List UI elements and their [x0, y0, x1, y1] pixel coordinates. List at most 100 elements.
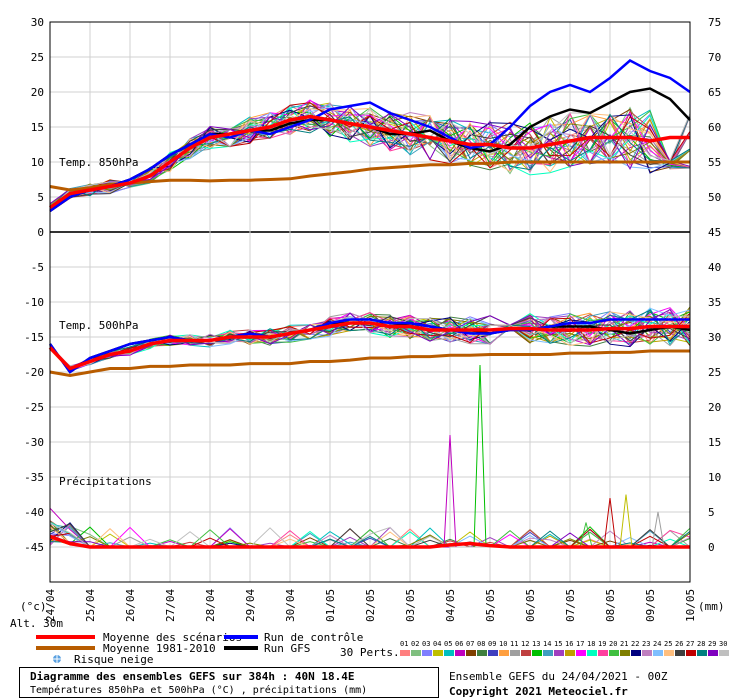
pert-swatch — [455, 650, 465, 656]
date-tick-label: 24/04 — [44, 589, 57, 622]
legend-snow: Risque neige — [74, 653, 153, 666]
pert-number: 28 — [697, 640, 705, 648]
pert-swatch — [587, 650, 597, 656]
left-tick-label: -20 — [24, 366, 44, 379]
precip-spike — [603, 497, 617, 548]
pert-number: 03 — [422, 640, 430, 648]
precip-spike — [619, 494, 633, 548]
date-tick-label: 09/05 — [644, 589, 657, 622]
pert-number: 02 — [411, 640, 419, 648]
mean-line-850 — [48, 114, 690, 209]
pert-swatch — [719, 650, 729, 656]
date-tick-label: 05/05 — [484, 589, 497, 622]
pert-number: 19 — [598, 640, 606, 648]
legend-gfs: Run GFS — [264, 642, 310, 655]
mean-line-500 — [48, 321, 690, 371]
pert-swatch — [433, 650, 443, 656]
legend-climo: Moyenne 1981-2010 — [103, 642, 216, 655]
pert-number: 12 — [521, 640, 529, 648]
pert-legend: 01 02 03 04 05 06 07 08 09 10 11 12 13 14 15 16 17 18 19 20… — [400, 640, 729, 656]
precip-spike — [473, 364, 487, 548]
date-tick-label: 25/04 — [84, 589, 97, 622]
plot-frame — [49, 21, 691, 583]
pert-swatch — [565, 650, 575, 656]
right-tick-label: 75 — [708, 16, 721, 29]
left-tick-label: -15 — [24, 331, 44, 344]
control-line-500 — [48, 318, 690, 374]
left-tick-label: 20 — [31, 86, 44, 99]
pert-swatch — [554, 650, 564, 656]
left-tick-label: -10 — [24, 296, 44, 309]
pert-number: 13 — [532, 640, 540, 648]
right-unit: (mm) — [698, 600, 725, 613]
label-t500: Temp. 500hPa — [59, 319, 138, 332]
pert-number: 18 — [587, 640, 595, 648]
climo-line-500 — [49, 349, 690, 378]
pert-swatch — [620, 650, 630, 656]
date-tick-label: 27/04 — [164, 589, 177, 622]
right-tick-label: 10 — [708, 471, 721, 484]
pert-swatch — [521, 650, 531, 656]
date-tick-label: 04/05 — [444, 589, 457, 622]
left-tick-label: 10 — [31, 156, 44, 169]
pert-swatch — [422, 650, 432, 656]
pert-swatch — [598, 650, 608, 656]
right-tick-label: 20 — [708, 401, 721, 414]
right-tick-label: 55 — [708, 156, 721, 169]
pert-swatch — [576, 650, 586, 656]
date-tick-label: 02/05 — [364, 589, 377, 622]
footer-box: Diagramme des ensembles GEFS sur 384h : … — [19, 667, 439, 698]
footer-ensemble: Ensemble GEFS du 24/04/2021 - 00Z — [449, 670, 668, 683]
pert-line-850 — [49, 107, 691, 207]
precip-spike — [579, 522, 593, 548]
right-tick-label: 40 — [708, 261, 721, 274]
pert-number: 25 — [664, 640, 672, 648]
pert-number: 09 — [488, 640, 496, 648]
snowflake-icon — [52, 654, 62, 664]
right-tick-label: 30 — [708, 331, 721, 344]
pert-line-precip — [49, 523, 691, 548]
date-tick-label: 07/05 — [564, 589, 577, 622]
label-t850: Temp. 850hPa — [59, 156, 138, 169]
left-tick-label: -25 — [24, 401, 44, 414]
date-tick-label: 26/04 — [124, 589, 137, 622]
pert-swatch — [642, 650, 652, 656]
pert-number: 15 — [554, 640, 562, 648]
pert-number: 14 — [543, 640, 551, 648]
right-tick-label: 45 — [708, 226, 721, 239]
pert-swatch — [411, 650, 421, 656]
climo-line-850 — [49, 160, 690, 192]
right-tick-label: 50 — [708, 191, 721, 204]
right-tick-label: 65 — [708, 86, 721, 99]
pert-number: 27 — [686, 640, 694, 648]
main-lines — [48, 58, 691, 549]
pert-number: 11 — [510, 640, 518, 648]
date-tick-label: 29/04 — [244, 589, 257, 622]
date-tick-label: 08/05 — [604, 589, 617, 622]
right-tick-label: 25 — [708, 366, 721, 379]
pert-swatch — [631, 650, 641, 656]
pert-number: 16 — [565, 640, 573, 648]
date-tick-label: 03/05 — [404, 589, 417, 622]
right-tick-label: 15 — [708, 436, 721, 449]
footer-title: Diagramme des ensembles GEFS sur 384h : … — [30, 670, 355, 683]
pert-number: 24 — [653, 640, 661, 648]
pert-swatch — [675, 650, 685, 656]
right-tick-label: 70 — [708, 51, 721, 64]
grid — [49, 21, 691, 582]
footer-copyright: Copyright 2021 Meteociel.fr — [449, 685, 628, 698]
date-tick-label: 01/05 — [324, 589, 337, 622]
left-tick-label: 5 — [37, 191, 44, 204]
label-precip: Précipitations — [59, 475, 152, 488]
pert-swatch — [664, 650, 674, 656]
pert-number: 10 — [499, 640, 507, 648]
pert-swatch — [466, 650, 476, 656]
pert-number: 04 — [433, 640, 441, 648]
pert-number: 21 — [620, 640, 628, 648]
pert-swatch — [697, 650, 707, 656]
pert-number: 23 — [642, 640, 650, 648]
pert-swatch — [400, 650, 410, 656]
pert-swatch — [653, 650, 663, 656]
